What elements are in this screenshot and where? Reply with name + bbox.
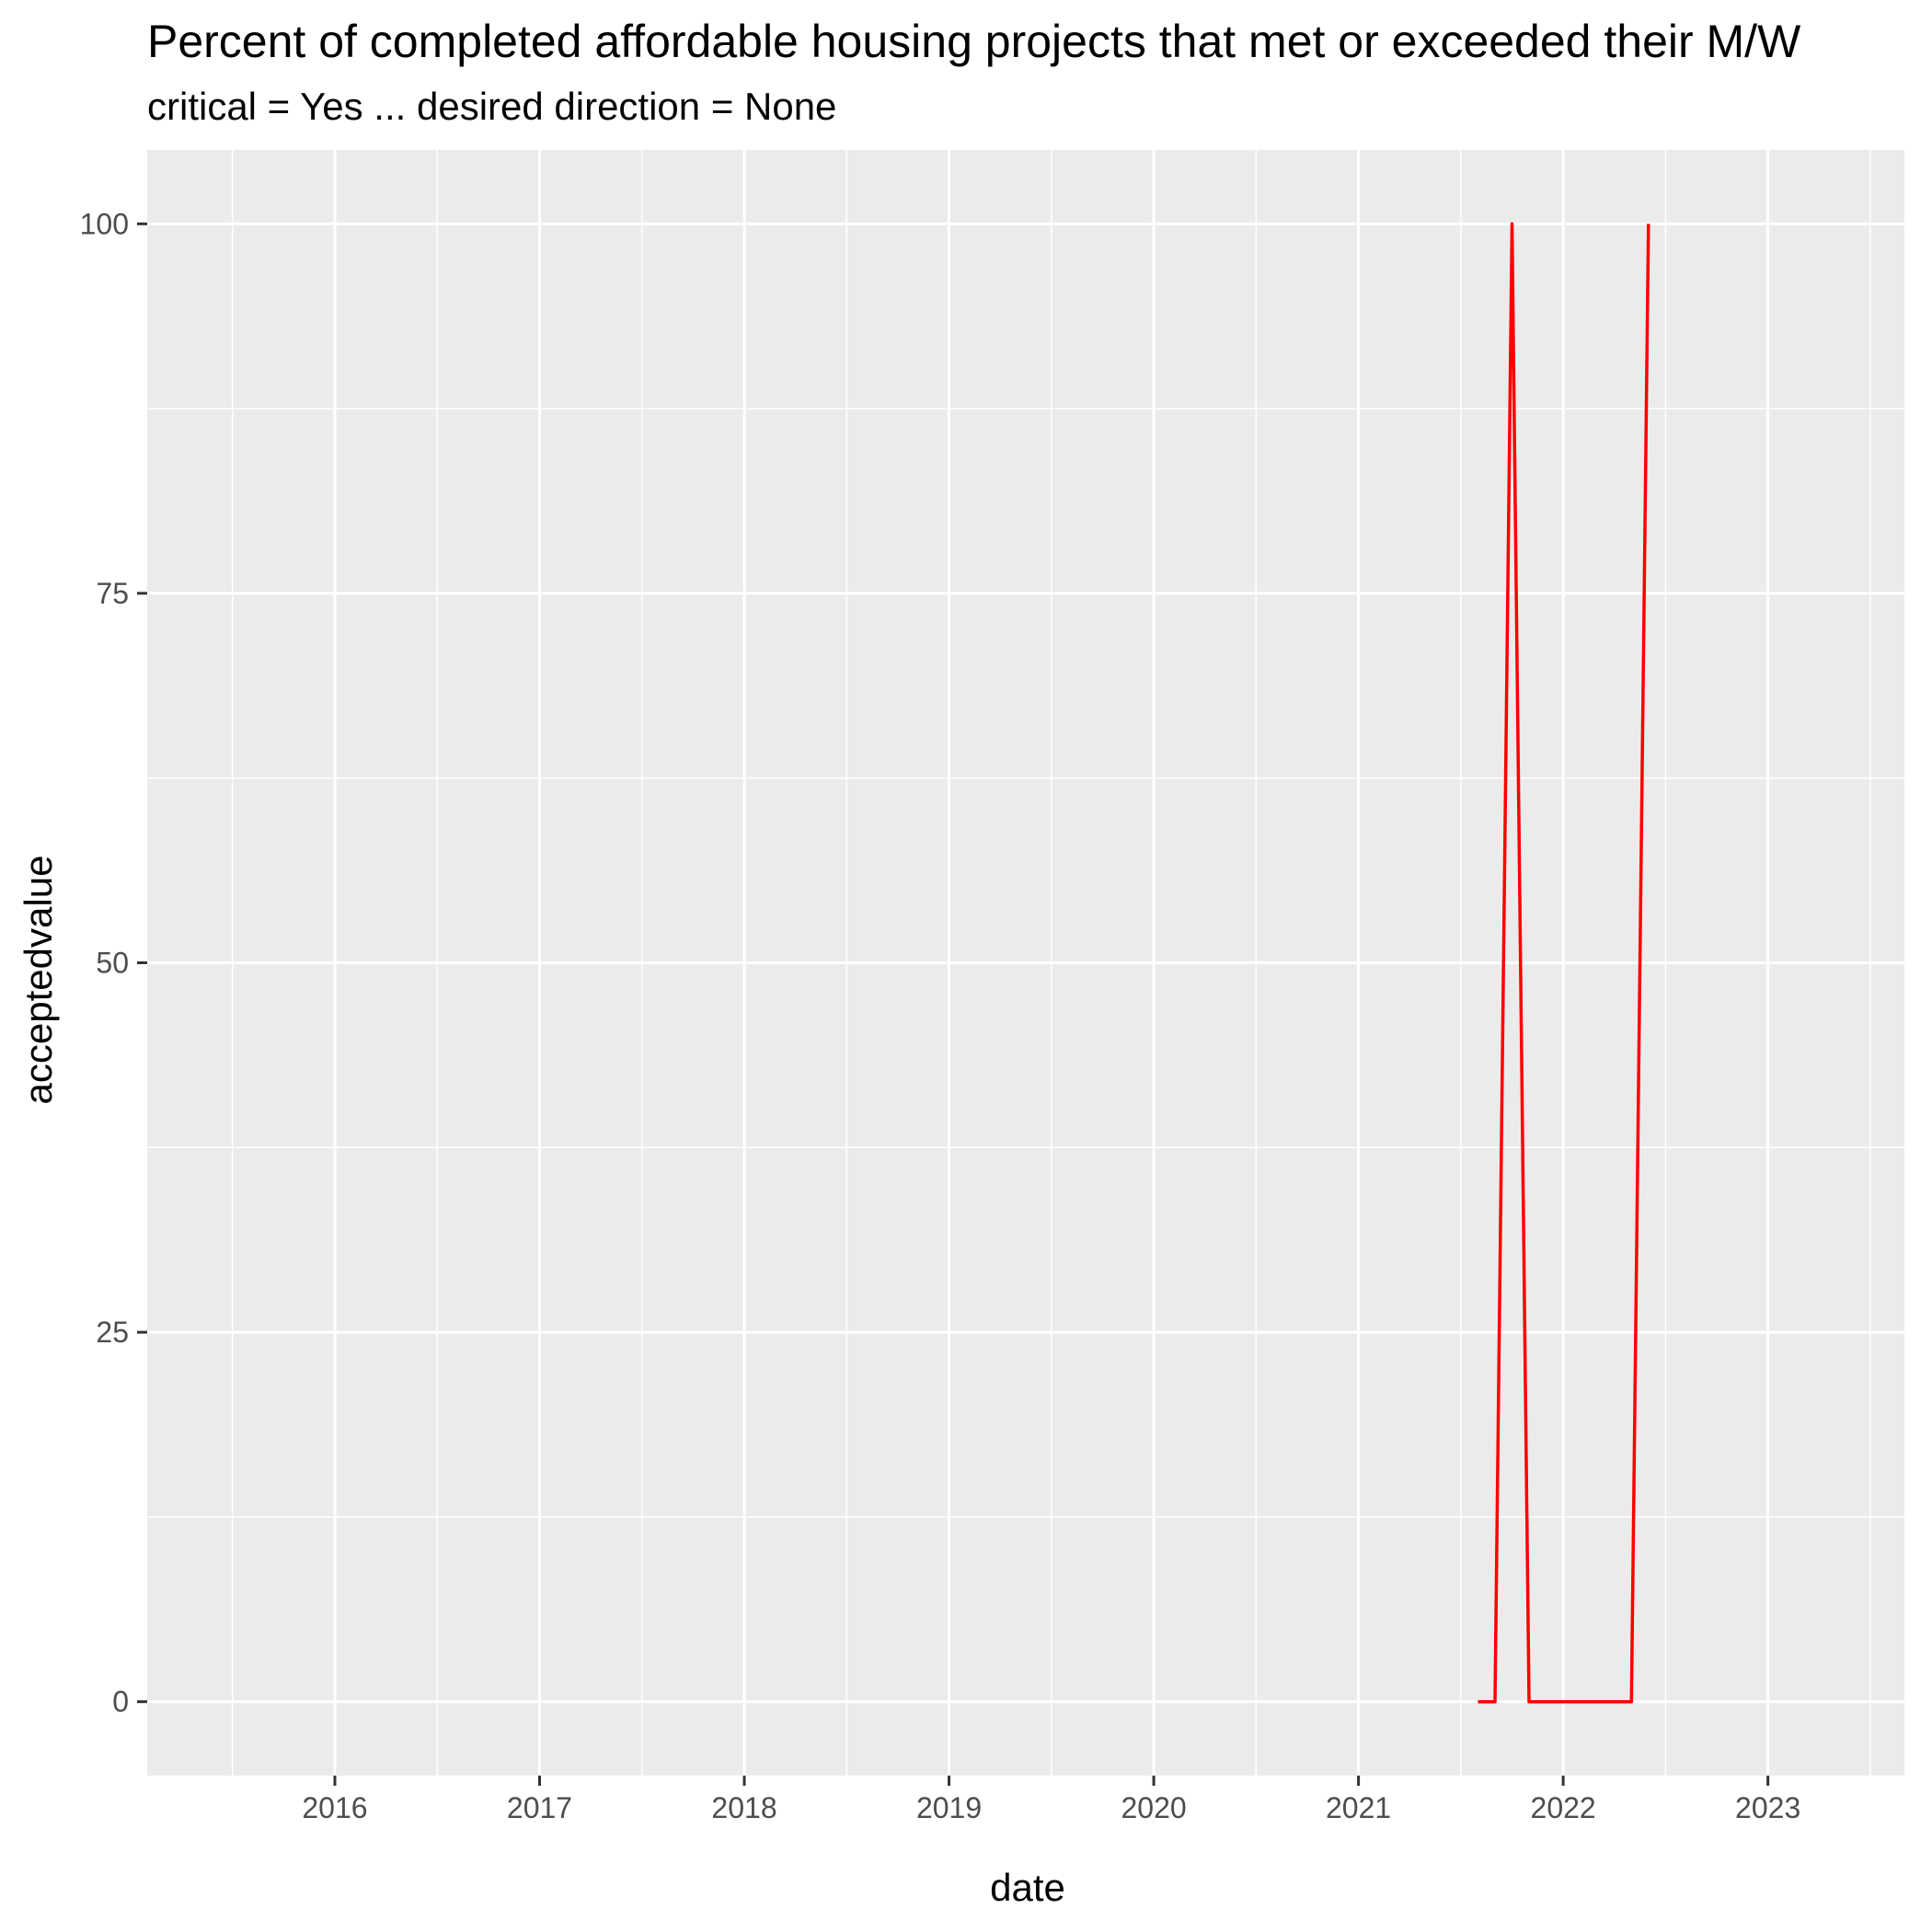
x-tick-label: 2023 [1735, 1791, 1800, 1824]
x-tick-label: 2017 [507, 1791, 572, 1824]
series-line [1478, 222, 1650, 1704]
y-tick-label: 50 [96, 947, 129, 980]
x-tick-label: 2019 [916, 1791, 982, 1824]
y-axis-title: acceptedvalue [17, 856, 60, 1105]
y-tick-label: 0 [112, 1685, 129, 1719]
series-layer [1478, 222, 1650, 1704]
major-gridlines [147, 150, 1904, 1776]
y-tick-label: 100 [80, 207, 129, 240]
y-tick-label: 25 [96, 1316, 129, 1349]
x-tick-label: 2021 [1326, 1791, 1391, 1824]
x-tick-label: 2022 [1531, 1791, 1596, 1824]
chart-subtitle: critical = Yes ... desired direction = N… [147, 85, 836, 128]
x-tick-label: 2016 [302, 1791, 367, 1824]
x-axis-title: date [990, 1866, 1065, 1909]
x-tick-label: 2018 [711, 1791, 776, 1824]
y-tick-label: 75 [96, 577, 129, 610]
x-axis: 2016 2017 2018 2019 2020 2021 2022 2023 [302, 1776, 1800, 1824]
chart-title: Percent of completed affordable housing … [147, 16, 1801, 67]
x-tick-label: 2020 [1121, 1791, 1186, 1824]
y-axis: 0 25 50 75 100 [80, 207, 147, 1719]
